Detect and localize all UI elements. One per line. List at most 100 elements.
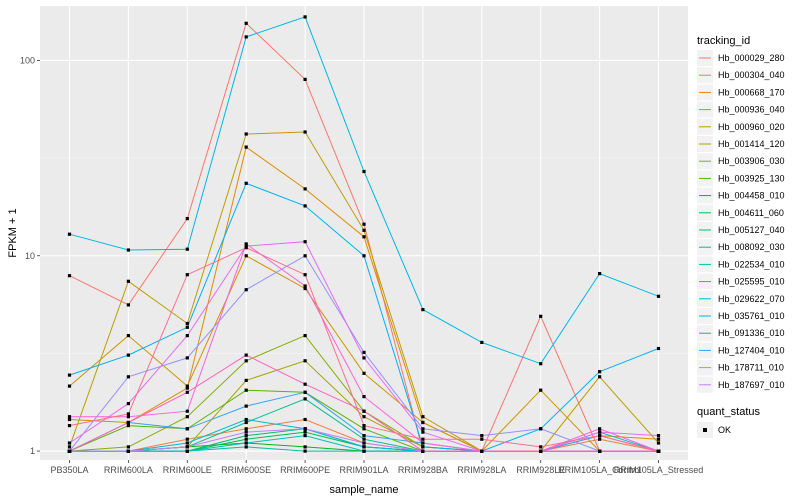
legend-item-label: Hb_005127_040	[718, 225, 785, 235]
data-point	[303, 417, 307, 422]
data-point	[539, 449, 543, 453]
data-point	[67, 417, 72, 422]
legend-item-label: Hb_000029_280	[718, 53, 785, 63]
data-point	[126, 334, 130, 338]
data-point	[185, 321, 189, 326]
data-point	[598, 437, 602, 441]
data-point	[185, 415, 189, 419]
data-point	[244, 254, 248, 258]
data-point	[244, 420, 248, 425]
data-point	[67, 424, 72, 428]
data-point	[421, 427, 425, 431]
data-point	[67, 232, 72, 236]
data-point	[185, 384, 189, 388]
data-point	[362, 395, 366, 399]
data-point	[362, 437, 366, 441]
data-point	[67, 415, 72, 419]
x-tick-label: RRIM928BA	[398, 465, 448, 475]
x-tick-label: RRIM928LA	[457, 465, 506, 475]
color-legend: tracking_id Hb_000029_280 Hb_000304_040 Hb…	[697, 35, 785, 393]
data-point	[126, 415, 130, 419]
x-tick-label: RRIM600LE	[163, 465, 212, 475]
data-point	[656, 449, 661, 453]
data-point	[539, 445, 543, 449]
data-point	[67, 441, 72, 445]
data-point	[126, 303, 130, 307]
legend-item-label: Hb_000936_040	[718, 105, 785, 115]
x-tick-label: RRIM600SE	[221, 465, 271, 475]
data-point	[126, 402, 130, 406]
data-point	[67, 449, 72, 453]
data-point	[303, 15, 307, 19]
data-point	[126, 445, 130, 449]
data-point	[303, 187, 307, 191]
data-point	[185, 247, 189, 251]
data-point	[362, 434, 366, 438]
data-point	[303, 382, 307, 386]
data-point	[421, 308, 425, 312]
data-point	[421, 437, 425, 441]
data-point	[244, 359, 248, 363]
data-point	[421, 430, 425, 434]
data-point	[244, 404, 248, 408]
y-tick-label: 1	[30, 446, 35, 456]
data-point	[303, 390, 307, 394]
data-point	[303, 334, 307, 338]
data-point	[362, 441, 366, 445]
x-tick-label: RRIM901LA	[339, 465, 388, 475]
data-point	[67, 373, 72, 377]
data-point	[244, 145, 248, 149]
legend-item-label: Hb_127404_010	[718, 345, 785, 355]
data-point	[185, 273, 189, 277]
data-point	[656, 346, 661, 351]
data-point	[656, 441, 661, 445]
data-point	[362, 169, 366, 174]
data-point	[244, 378, 248, 382]
data-point	[598, 370, 602, 374]
y-tick-label: 100	[20, 55, 35, 65]
data-point	[303, 286, 307, 291]
data-point	[185, 334, 189, 338]
x-axis: PB350LA RRIM600LA RRIM600LE RRIM600SE RRIM60…	[50, 460, 703, 475]
data-point	[421, 415, 425, 419]
shape-legend-symbol	[703, 428, 707, 432]
data-point	[244, 430, 248, 434]
legend-item-label: Hb_022534_010	[718, 259, 785, 269]
data-point	[362, 449, 366, 453]
data-point	[185, 437, 189, 441]
data-point	[362, 228, 366, 232]
data-point	[303, 449, 307, 453]
data-point	[303, 359, 307, 363]
data-point	[598, 434, 602, 438]
data-point	[303, 130, 307, 134]
data-point	[362, 350, 366, 354]
data-point	[244, 288, 248, 292]
data-point	[244, 132, 248, 136]
data-point	[598, 430, 602, 434]
x-tick-label: RRIM928LE	[516, 465, 565, 475]
legend-item-label: Hb_025595_010	[718, 277, 785, 287]
data-point	[362, 356, 366, 360]
data-point	[185, 409, 189, 413]
data-point	[244, 35, 248, 39]
data-point	[244, 242, 248, 246]
legend-title: tracking_id	[697, 35, 750, 47]
data-point	[362, 254, 366, 258]
data-point	[362, 424, 366, 428]
data-points	[67, 15, 661, 453]
legend-item-label: Hb_003925_130	[718, 173, 785, 183]
data-point	[244, 437, 248, 441]
data-point	[362, 222, 366, 226]
data-point	[244, 388, 248, 392]
data-point	[244, 434, 248, 438]
data-point	[185, 356, 189, 360]
data-point	[539, 427, 543, 431]
legend-item-label: Hb_008092_030	[718, 242, 785, 252]
data-point	[303, 284, 307, 288]
data-point	[67, 274, 72, 278]
data-point	[185, 441, 189, 445]
data-point	[126, 420, 130, 425]
data-point	[303, 427, 307, 431]
legend-item-label: Hb_187697_010	[718, 380, 785, 390]
